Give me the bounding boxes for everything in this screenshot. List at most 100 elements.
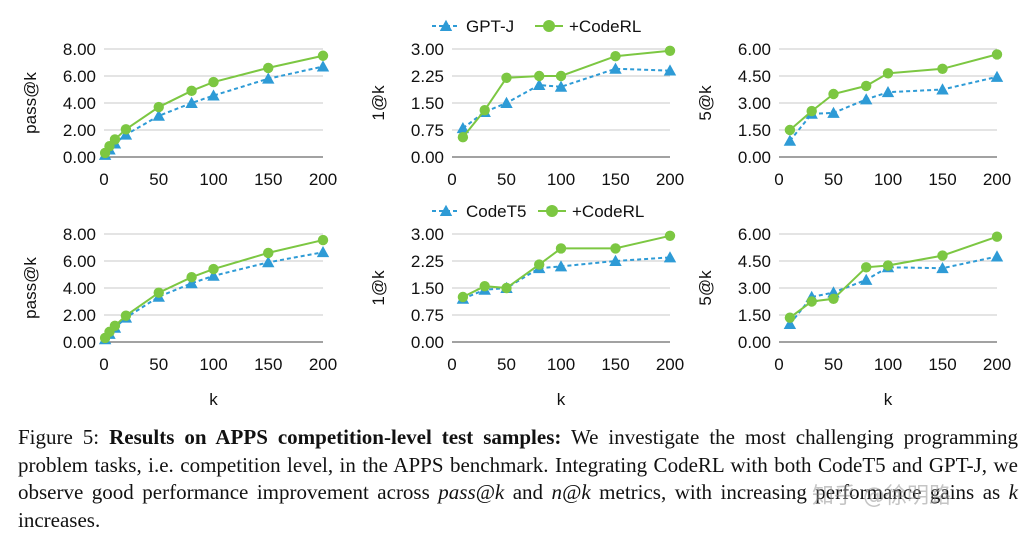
data-point-base [262, 72, 275, 84]
y-tick-label: 4.50 [738, 67, 771, 86]
data-point-base [860, 273, 873, 285]
data-point-coderl [828, 293, 839, 304]
chart-4: 0.00 2.00 4.00 6.00 8.00 0 50 100 150 200 pass@k k [21, 225, 337, 409]
data-point-coderl [479, 281, 490, 292]
x-tick-label: 50 [497, 355, 516, 374]
x-tick-label: 150 [254, 170, 282, 189]
caption-label: Figure 5: [18, 425, 100, 449]
data-point-base [990, 250, 1004, 262]
x-tick-label: 50 [824, 170, 843, 189]
x-tick-label: 200 [309, 355, 337, 374]
y-axis-label: pass@k [21, 257, 40, 319]
legend-coderl-marker [543, 20, 555, 32]
data-point-coderl [806, 105, 817, 117]
legend-base-marker [439, 204, 453, 216]
data-point-base [185, 277, 198, 289]
x-tick-label: 150 [928, 355, 956, 374]
data-point-coderl [534, 70, 545, 82]
x-axis-label: k [884, 390, 893, 409]
series-line-coderl [104, 54, 324, 154]
x-tick-label: 0 [774, 355, 783, 374]
data-point-base [663, 64, 677, 76]
data-point-coderl [784, 312, 796, 323]
x-tick-label: 100 [547, 355, 575, 374]
data-point-coderl [937, 63, 948, 74]
y-axis-label: 1@k [369, 85, 388, 121]
y-tick-label: 0.00 [738, 148, 771, 167]
y-tick-label: 2.00 [63, 306, 96, 325]
y-tick-label: 6.00 [63, 252, 96, 271]
data-point-coderl [828, 88, 839, 100]
y-tick-label: 1.50 [411, 279, 444, 298]
x-tick-label: 200 [656, 355, 684, 374]
data-point-coderl [806, 296, 817, 307]
x-tick-label: 200 [983, 170, 1011, 189]
y-tick-label: 0.00 [63, 333, 96, 352]
series-line-base [462, 67, 671, 130]
y-tick-label: 1.50 [738, 306, 771, 325]
data-point-coderl [555, 243, 567, 254]
data-point-coderl [208, 76, 219, 88]
caption-body-2: metrics, with increasing performance gai… [599, 480, 1001, 504]
data-point-base [316, 246, 330, 258]
data-point-base [185, 96, 198, 108]
data-point-base [990, 70, 1004, 82]
data-point-coderl [534, 259, 545, 270]
y-axis-label: 1@k [369, 270, 388, 306]
data-point-coderl [120, 310, 132, 321]
data-point-coderl [457, 132, 469, 143]
x-tick-label: 150 [601, 355, 629, 374]
y-axis-label: 5@k [696, 270, 715, 306]
data-point-coderl [610, 243, 621, 254]
y-tick-label: 0.00 [411, 333, 444, 352]
data-point-coderl [479, 105, 490, 116]
data-point-base [262, 256, 275, 268]
data-point-coderl [664, 45, 676, 56]
x-tick-label: 200 [309, 170, 337, 189]
caption-pass-at-k: pass@k [438, 480, 505, 504]
data-point-base [936, 83, 949, 95]
x-tick-label: 50 [149, 170, 168, 189]
x-tick-label: 150 [928, 170, 956, 189]
data-point-coderl [861, 80, 872, 92]
x-tick-label: 100 [874, 170, 902, 189]
data-point-coderl [784, 124, 796, 136]
y-tick-label: 3.00 [411, 225, 444, 244]
series-line-base [789, 255, 998, 325]
x-tick-label: 0 [447, 355, 456, 374]
chart-5: 0.00 0.75 1.50 2.25 3.00 0 50 100 150 200 1@k k [369, 225, 684, 409]
figure-5-charts: 0.002.004.006.008.000 50 100 150 200pass@k0.… [21, 17, 1011, 409]
data-point-coderl [186, 272, 197, 283]
data-point-base [533, 78, 546, 90]
y-tick-label: 2.00 [63, 121, 96, 140]
data-point-base [207, 89, 220, 101]
data-point-coderl [109, 320, 121, 331]
data-point-coderl [501, 72, 512, 84]
caption-body-1: We investigate the most challenging prog… [18, 425, 1018, 504]
data-point-base [936, 262, 949, 274]
y-tick-label: 0.00 [738, 333, 771, 352]
data-point-coderl [937, 250, 948, 261]
data-point-base [881, 86, 895, 98]
data-point-coderl [457, 291, 469, 303]
x-axis-label: k [209, 390, 218, 409]
data-point-coderl [882, 68, 894, 79]
data-point-base [554, 80, 568, 92]
chart-2: 0.00 0.75 1.50 2.25 3.00 0 50 100 150 200 1@k [369, 40, 684, 189]
x-tick-label: 50 [497, 170, 516, 189]
data-point-base [827, 106, 840, 118]
x-tick-label: 0 [99, 355, 108, 374]
series-line-coderl [462, 49, 671, 138]
caption-k: k [1008, 480, 1018, 504]
y-tick-label: 1.50 [411, 94, 444, 113]
x-tick-label: 50 [149, 355, 168, 374]
data-point-coderl [317, 234, 329, 246]
data-point-coderl [263, 62, 274, 74]
y-axis-label: pass@k [21, 72, 40, 134]
legend-base-label: GPT-J [466, 17, 514, 36]
x-tick-label: 150 [254, 355, 282, 374]
legend-coderl-marker [546, 205, 558, 217]
data-point-base [456, 122, 470, 134]
caption-body-3: increases. [18, 507, 101, 532]
legend-coderl-label: +CodeRL [572, 202, 644, 221]
